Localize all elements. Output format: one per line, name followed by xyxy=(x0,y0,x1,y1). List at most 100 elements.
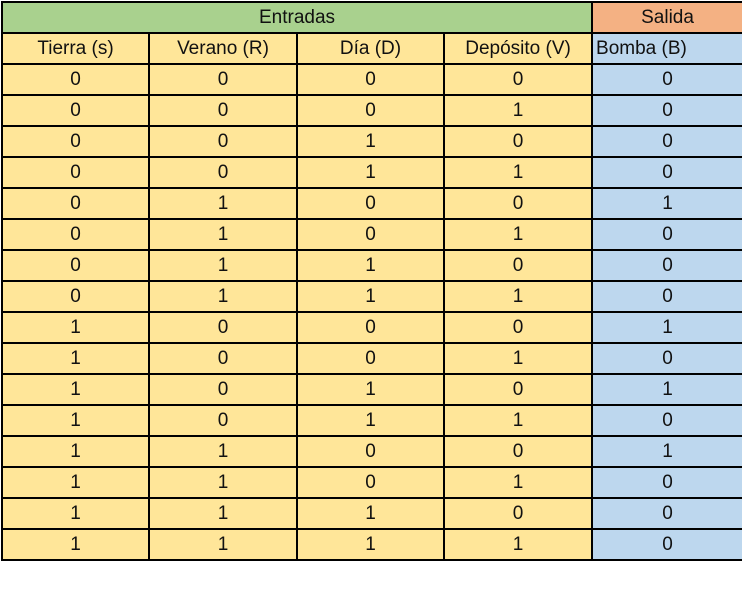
cell-dia: 1 xyxy=(296,373,445,406)
cell-deposito: 1 xyxy=(442,404,594,437)
cell-verano: 1 xyxy=(148,187,298,220)
cell-bomba: 0 xyxy=(591,280,742,313)
cell-verano: 1 xyxy=(148,218,298,251)
cell-tierra: 0 xyxy=(1,156,150,189)
column-header-deposito: Depósito (V) xyxy=(442,32,594,65)
cell-verano: 1 xyxy=(148,435,298,468)
inputs-group-header: Entradas xyxy=(0,1,594,34)
cell-bomba: 0 xyxy=(591,342,742,375)
cell-tierra: 1 xyxy=(1,404,150,437)
cell-bomba: 0 xyxy=(591,63,742,96)
cell-tierra: 0 xyxy=(1,94,150,127)
cell-deposito: 1 xyxy=(442,466,594,499)
cell-tierra: 0 xyxy=(1,187,150,220)
cell-dia: 1 xyxy=(296,125,445,158)
cell-dia: 1 xyxy=(296,280,445,313)
cell-deposito: 0 xyxy=(442,373,594,406)
cell-dia: 1 xyxy=(296,497,445,530)
cell-tierra: 0 xyxy=(1,63,150,96)
cell-bomba: 0 xyxy=(591,156,742,189)
cell-tierra: 1 xyxy=(1,466,150,499)
cell-dia: 0 xyxy=(296,342,445,375)
cell-tierra: 0 xyxy=(1,218,150,251)
cell-tierra: 0 xyxy=(1,249,150,282)
cell-bomba: 0 xyxy=(591,218,742,251)
column-header-tierra: Tierra (s) xyxy=(1,32,150,65)
cell-tierra: 1 xyxy=(1,497,150,530)
cell-bomba: 1 xyxy=(591,187,742,220)
truth-table: Entradas Salida Tierra (s) Verano (R) Dí… xyxy=(0,1,742,561)
group-header-row: Entradas Salida xyxy=(0,1,742,34)
cell-deposito: 0 xyxy=(442,125,594,158)
cell-verano: 1 xyxy=(148,497,298,530)
cell-dia: 0 xyxy=(296,218,445,251)
cell-dia: 1 xyxy=(296,404,445,437)
cell-verano: 1 xyxy=(148,466,298,499)
cell-deposito: 0 xyxy=(442,249,594,282)
cell-dia: 0 xyxy=(296,63,445,96)
cell-bomba: 0 xyxy=(591,466,742,499)
cell-dia: 0 xyxy=(296,435,445,468)
cell-bomba: 0 xyxy=(591,94,742,127)
column-header-dia: Día (D) xyxy=(296,32,445,65)
cell-bomba: 1 xyxy=(591,311,742,344)
cell-deposito: 0 xyxy=(442,497,594,530)
cell-dia: 1 xyxy=(296,528,445,561)
cell-dia: 0 xyxy=(296,94,445,127)
cell-dia: 1 xyxy=(296,249,445,282)
cell-verano: 0 xyxy=(148,342,298,375)
cell-tierra: 1 xyxy=(1,435,150,468)
cell-deposito: 1 xyxy=(442,528,594,561)
cell-dia: 0 xyxy=(296,466,445,499)
cell-deposito: 1 xyxy=(442,342,594,375)
cell-bomba: 0 xyxy=(591,125,742,158)
cell-dia: 1 xyxy=(296,156,445,189)
cell-deposito: 1 xyxy=(442,218,594,251)
cell-tierra: 1 xyxy=(1,342,150,375)
cell-deposito: 0 xyxy=(442,311,594,344)
cell-dia: 0 xyxy=(296,187,445,220)
cell-deposito: 1 xyxy=(442,94,594,127)
cell-bomba: 1 xyxy=(591,435,742,468)
cell-bomba: 0 xyxy=(591,497,742,530)
cell-bomba: 0 xyxy=(591,528,742,561)
cell-deposito: 0 xyxy=(442,63,594,96)
cell-tierra: 1 xyxy=(1,528,150,561)
column-header-row: Tierra (s) Verano (R) Día (D) Depósito (… xyxy=(1,32,742,65)
cell-verano: 0 xyxy=(148,373,298,406)
cell-deposito: 1 xyxy=(442,280,594,313)
cell-tierra: 0 xyxy=(1,280,150,313)
cell-deposito: 1 xyxy=(442,156,594,189)
column-header-bomba: Bomba (B) xyxy=(591,32,742,65)
cell-tierra: 0 xyxy=(1,125,150,158)
cell-verano: 0 xyxy=(148,311,298,344)
cell-bomba: 0 xyxy=(591,404,742,437)
cell-verano: 0 xyxy=(148,156,298,189)
cell-deposito: 0 xyxy=(442,435,594,468)
column-header-verano: Verano (R) xyxy=(148,32,298,65)
cell-verano: 1 xyxy=(148,249,298,282)
cell-verano: 0 xyxy=(148,125,298,158)
cell-verano: 1 xyxy=(148,528,298,561)
cell-dia: 0 xyxy=(296,311,445,344)
cell-verano: 1 xyxy=(148,280,298,313)
cell-verano: 0 xyxy=(148,404,298,437)
cell-bomba: 0 xyxy=(591,249,742,282)
